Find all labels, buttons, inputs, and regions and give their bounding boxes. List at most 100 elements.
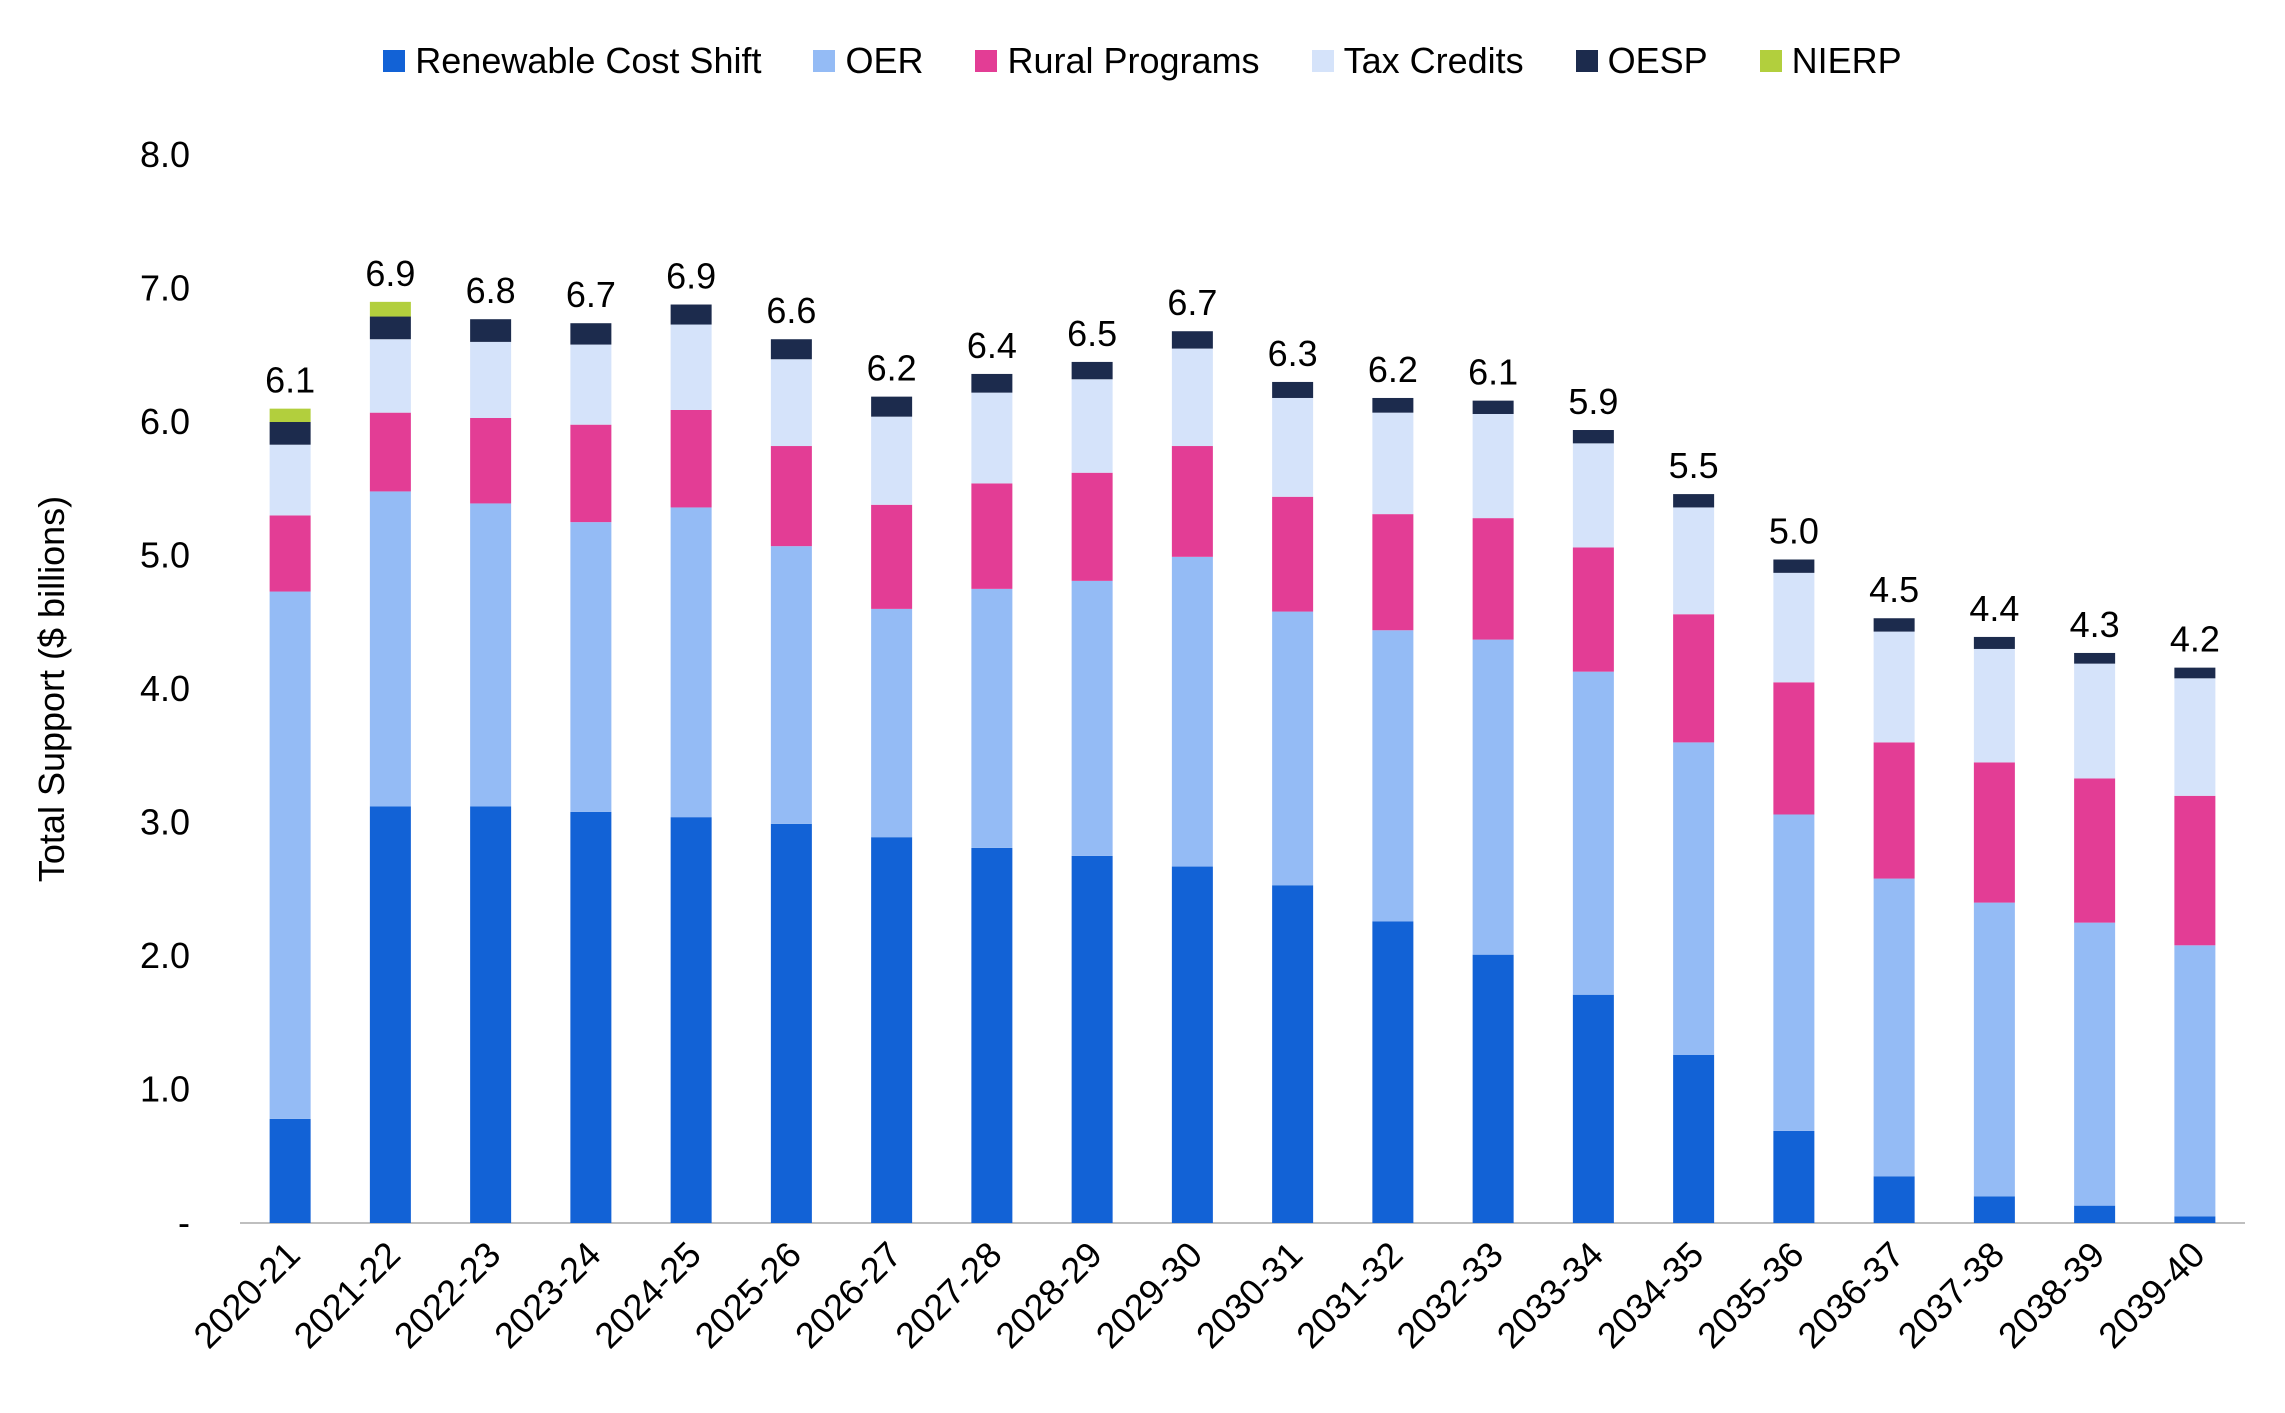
legend-swatch [1759,50,1782,72]
bar-segment [1472,954,1514,1223]
x-tick-label: 2036-37 [1789,1234,1911,1356]
bar-segment [1572,671,1614,995]
bar-segment [1472,518,1514,640]
bar-segment [1372,921,1414,1223]
x-tick-label: 2021-22 [286,1234,408,1356]
legend-swatch [975,50,998,72]
y-tick-label: 1.0 [140,1069,190,1110]
bar-segment [1372,412,1414,515]
legend-label: NIERP [1791,40,1902,81]
y-tick-label: 8.0 [140,134,190,175]
bar-segment [470,417,512,504]
bar-segment [670,324,712,410]
bar-segment [2074,778,2116,923]
total-label: 4.2 [2170,619,2220,660]
y-tick-label: 7.0 [140,268,190,309]
bar-segment [2074,652,2116,664]
bar-segment [369,301,411,317]
bar-segment [770,339,812,360]
bar-segment [570,424,612,523]
bar-segment [1973,902,2015,1197]
x-tick-label: 2035-36 [1689,1234,1811,1356]
bar-segment [369,412,411,492]
x-tick-label: 2024-25 [586,1234,708,1356]
total-label: 6.7 [566,274,616,315]
total-label: 6.1 [265,360,315,401]
bar-segment [570,323,612,345]
bar-segment [1773,559,1815,573]
bar-segment [369,339,411,413]
bar-segment [2174,945,2216,1217]
legend-swatch [1575,50,1598,72]
bar-segment [1572,430,1614,444]
x-tick-label: 2034-35 [1589,1234,1711,1356]
bar-segment [1472,400,1514,414]
legend-item: Renewable Cost Shift [383,40,761,82]
bar-segment [369,806,411,1223]
bar-segment [2174,795,2216,946]
bar-segment [2074,1205,2116,1223]
x-tick-label: 2020-21 [185,1234,307,1356]
total-label: 6.4 [967,325,1017,366]
bar-segment [570,344,612,425]
total-label: 6.6 [766,290,816,331]
bar-segment [1071,855,1113,1223]
bar-segment [971,392,1013,484]
bar-segment [1572,994,1614,1223]
bar-segment [1272,496,1314,612]
legend-item: OESP [1575,40,1708,82]
legend: Renewable Cost Shift OER Rural Programs Tax… [0,40,2285,82]
bar-segment [2174,678,2216,796]
bar-segment [2074,663,2116,779]
bar-segment [1773,814,1815,1131]
bar-segment [971,373,1013,393]
bar-segment [871,396,913,417]
bar-segment [871,608,913,838]
bar-segment [1673,614,1715,743]
bar-segment [1272,885,1314,1223]
x-tick-label: 2033-34 [1489,1234,1611,1356]
bar-segment [1773,1130,1815,1223]
legend-label: Renewable Cost Shift [415,40,762,81]
bar-segment [871,416,913,505]
total-label: 6.3 [1268,333,1318,374]
x-tick-label: 2030-31 [1188,1234,1310,1356]
bar-segment [1572,547,1614,672]
bar-segment [1673,1054,1715,1223]
bar-segment [570,811,612,1223]
x-tick-label: 2022-23 [386,1234,508,1356]
total-label: 6.2 [1368,349,1418,390]
bar-segment [670,817,712,1223]
total-label: 6.9 [365,253,415,294]
x-tick-label: 2023-24 [486,1234,608,1356]
total-label: 4.3 [2070,604,2120,645]
bar-segment [1673,742,1715,1055]
y-tick-label: 3.0 [140,802,190,843]
bar-segment [1973,636,2015,649]
bar-segment [1171,348,1213,447]
y-tick-label: - [178,1202,190,1243]
bar-segment [971,847,1013,1223]
x-tick-label: 2039-40 [2090,1234,2212,1356]
bar-segment [1372,397,1414,413]
bar-segment [1572,443,1614,548]
bar-segment [470,503,512,807]
legend-item: Tax Credits [1311,40,1524,82]
total-label: 6.7 [1167,282,1217,323]
total-label: 6.9 [666,256,716,297]
bar-segment [1171,556,1213,867]
legend-swatch [383,50,406,72]
x-tick-label: 2038-39 [1990,1234,2112,1356]
bar-segment [1873,631,1915,743]
bar-segment [1773,572,1815,683]
bar-segment [971,588,1013,848]
legend-label: OER [845,40,924,81]
bar-segment [1973,762,2015,903]
total-label: 6.2 [867,348,917,389]
x-tick-label: 2032-33 [1388,1234,1510,1356]
bar-segment [470,806,512,1223]
bar-segment [670,409,712,508]
total-label: 5.0 [1769,511,1819,552]
bar-segment [1873,618,1915,632]
y-tick-label: 4.0 [140,668,190,709]
